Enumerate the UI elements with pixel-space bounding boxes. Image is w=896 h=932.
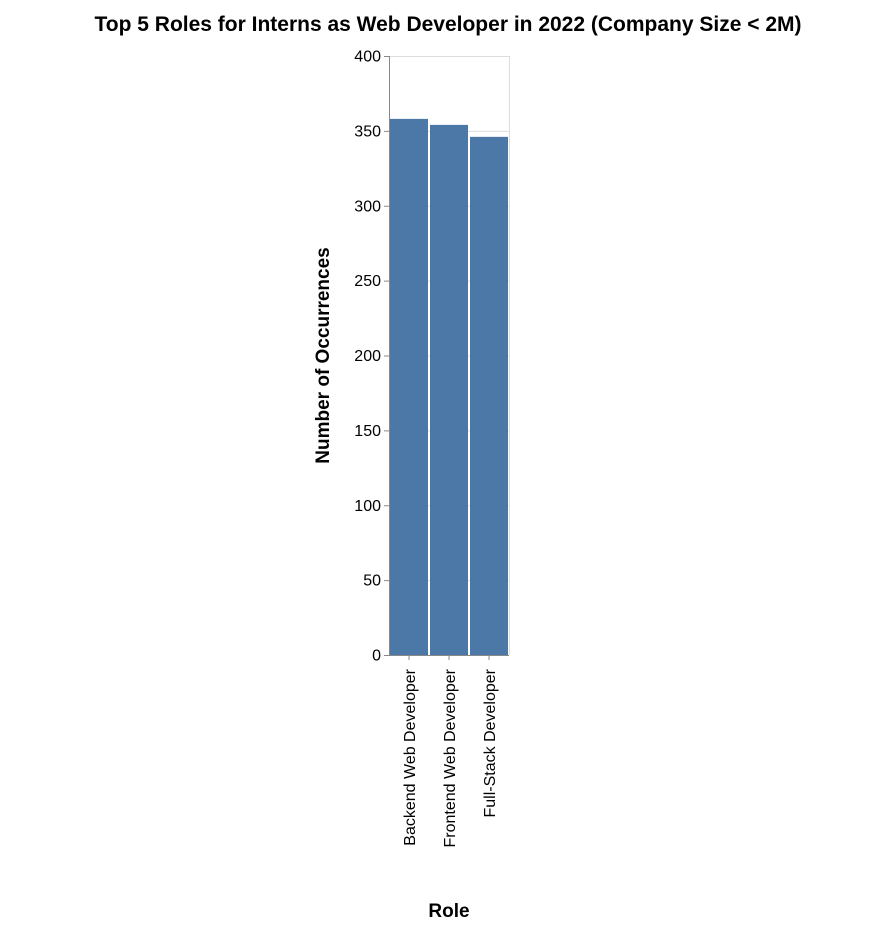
chart-title: Top 5 Roles for Interns as Web Developer… bbox=[95, 13, 802, 36]
bars bbox=[390, 118, 508, 656]
y-axis-title: Number of Occurrences bbox=[313, 247, 334, 463]
bar bbox=[390, 118, 428, 655]
y-tick-label: 200 bbox=[354, 348, 381, 365]
y-tick-label: 350 bbox=[354, 123, 381, 140]
x-tick-label: Backend Web Developer bbox=[402, 668, 419, 845]
x-tick-label: Full-Stack Developer bbox=[482, 668, 499, 817]
x-tick-label: Frontend Web Developer bbox=[442, 668, 459, 847]
y-tick-label: 50 bbox=[363, 573, 381, 590]
y-tick-label: 100 bbox=[354, 498, 381, 515]
bar bbox=[430, 124, 468, 655]
y-tick-label: 150 bbox=[354, 423, 381, 440]
bar bbox=[470, 136, 508, 656]
y-tick-label: 0 bbox=[372, 648, 381, 665]
y-tick-label: 400 bbox=[354, 49, 381, 66]
axes: 0 50 100 150 200 250 300 350 400 Backend Web Deve… bbox=[354, 49, 509, 847]
y-tick-label: 250 bbox=[354, 273, 381, 290]
x-axis-title: Role bbox=[428, 901, 469, 922]
y-tick-label: 300 bbox=[354, 198, 381, 215]
